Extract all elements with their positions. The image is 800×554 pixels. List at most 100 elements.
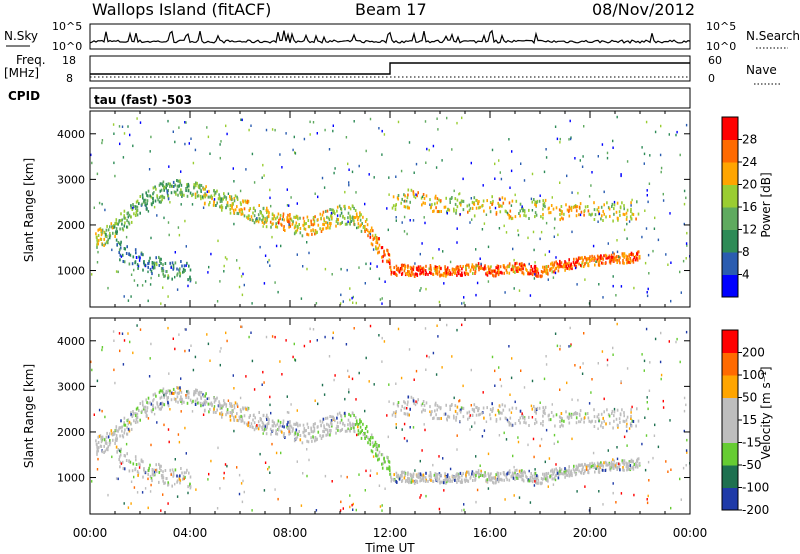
power-cell bbox=[489, 201, 492, 204]
velocity-cell bbox=[208, 472, 210, 476]
power-cell bbox=[319, 212, 322, 216]
power-cell bbox=[553, 269, 556, 273]
power-cell bbox=[579, 202, 582, 206]
power-cell bbox=[638, 254, 641, 258]
power-cell bbox=[162, 272, 164, 276]
power-cell bbox=[429, 271, 431, 274]
velocity-cell bbox=[151, 410, 153, 414]
power-cell bbox=[506, 271, 508, 275]
velocity-cell bbox=[146, 400, 148, 404]
power-cell bbox=[99, 227, 102, 231]
velocity-cell bbox=[461, 478, 463, 482]
velocity-cell bbox=[400, 408, 402, 412]
velocity-cell bbox=[237, 405, 239, 408]
velocity-cell bbox=[508, 408, 511, 412]
velocity-cell bbox=[324, 335, 326, 339]
velocity-cell bbox=[615, 417, 618, 421]
power-cell bbox=[626, 208, 629, 212]
velocity-cell bbox=[401, 474, 403, 478]
power-cell bbox=[534, 269, 536, 273]
velocity-cell bbox=[354, 416, 357, 419]
power-cell bbox=[167, 295, 169, 298]
velocity-cell bbox=[325, 428, 327, 431]
power-cell bbox=[660, 124, 662, 128]
power-cell bbox=[196, 190, 199, 194]
velocity-cell bbox=[581, 469, 583, 473]
velocity-cell bbox=[482, 406, 485, 410]
power-cell bbox=[178, 233, 181, 237]
velocity-cell bbox=[552, 483, 555, 486]
power-cell bbox=[317, 195, 319, 199]
velocity-cell bbox=[397, 404, 399, 408]
power-cell bbox=[148, 168, 151, 171]
velocity-cell bbox=[436, 404, 439, 408]
power-cell bbox=[636, 256, 638, 260]
power-cell bbox=[501, 271, 503, 275]
velocity-cell bbox=[270, 411, 272, 415]
velocity-cell bbox=[544, 477, 547, 481]
velocity-cell bbox=[611, 412, 613, 415]
power-cell bbox=[416, 194, 418, 198]
velocity-cell bbox=[185, 452, 187, 455]
power-cell bbox=[565, 264, 568, 268]
velocity-cell bbox=[187, 391, 190, 395]
velocity-cell bbox=[133, 412, 135, 416]
power-cell bbox=[545, 156, 548, 159]
power-cell bbox=[593, 201, 595, 205]
velocity-cell bbox=[266, 413, 268, 417]
power-cell bbox=[390, 272, 393, 276]
power-cell bbox=[599, 256, 602, 260]
power-cell bbox=[550, 262, 552, 266]
velocity-cell bbox=[401, 404, 403, 408]
velocity-cell bbox=[511, 357, 513, 360]
velocity-cell bbox=[586, 464, 589, 468]
velocity-cell bbox=[440, 406, 442, 410]
velocity-cell bbox=[619, 420, 621, 424]
power-cell bbox=[487, 280, 490, 283]
power-cell bbox=[410, 188, 413, 192]
power-cell bbox=[377, 246, 380, 250]
velocity-cell bbox=[616, 457, 619, 461]
power-cell bbox=[213, 189, 215, 193]
velocity-cell bbox=[260, 418, 262, 422]
colorbar-swatch bbox=[722, 420, 738, 443]
velocity-cell bbox=[521, 469, 523, 473]
power-cell bbox=[626, 260, 629, 264]
velocity-cell bbox=[534, 407, 536, 411]
power-cell bbox=[623, 261, 625, 265]
power-cell bbox=[428, 267, 430, 271]
power-cell bbox=[271, 128, 274, 131]
power-cell bbox=[470, 161, 472, 165]
velocity-cell bbox=[154, 406, 157, 410]
power-cell bbox=[685, 257, 687, 260]
velocity-cell bbox=[520, 369, 522, 372]
velocity-cell bbox=[613, 464, 615, 468]
power-cell bbox=[592, 256, 594, 260]
power-cell bbox=[185, 245, 187, 248]
power-cell bbox=[147, 261, 150, 265]
power-cell bbox=[135, 251, 137, 255]
velocity-cell bbox=[612, 353, 614, 356]
velocity-cell bbox=[302, 472, 304, 475]
power-cell bbox=[543, 265, 546, 269]
velocity-cell bbox=[179, 479, 182, 482]
velocity-cell bbox=[219, 412, 221, 416]
velocity-cell bbox=[110, 429, 113, 433]
power-cell bbox=[298, 223, 300, 226]
velocity-cell bbox=[369, 474, 371, 477]
velocity-cell bbox=[471, 472, 473, 476]
power-cell bbox=[607, 242, 609, 245]
power-cell bbox=[262, 217, 264, 221]
velocity-cell bbox=[177, 400, 179, 404]
velocity-cell bbox=[351, 377, 354, 381]
power-cell bbox=[554, 217, 556, 221]
power-cell bbox=[523, 213, 525, 217]
velocity-cell bbox=[132, 351, 134, 355]
velocity-cell bbox=[167, 404, 170, 408]
velocity-cell bbox=[550, 411, 553, 414]
velocity-cell bbox=[429, 410, 431, 413]
power-cell bbox=[289, 224, 292, 228]
velocity-cell bbox=[352, 508, 354, 511]
velocity-cell bbox=[482, 474, 484, 478]
power-cell bbox=[225, 206, 227, 210]
